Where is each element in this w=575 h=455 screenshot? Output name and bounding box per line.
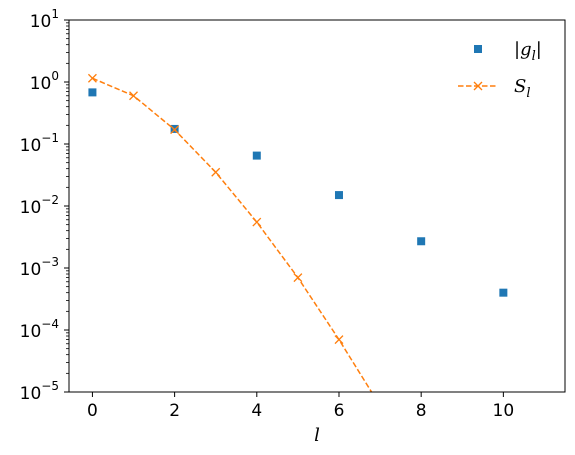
y-tick-base: 10 xyxy=(30,74,52,94)
x-tick-label: 6 xyxy=(334,401,345,421)
legend-label-1: Sl xyxy=(514,76,531,101)
plot-area xyxy=(69,20,565,392)
legend-item-1: Sl xyxy=(458,76,531,101)
y-tick-exponent: −2 xyxy=(41,193,59,207)
y-tick-exponent: 1 xyxy=(51,7,59,21)
data-point-square xyxy=(499,288,508,297)
y-tick-base: 10 xyxy=(20,322,42,342)
legend-label-0: |gl| xyxy=(514,39,542,64)
y-tick-exponent: 0 xyxy=(51,69,59,83)
legend: |gl| Sl xyxy=(458,39,542,101)
x-tick-label: 4 xyxy=(251,401,262,421)
y-tick-label: 10−4 xyxy=(20,317,59,342)
legend-item-0: |gl| xyxy=(474,39,542,64)
y-tick-label: 10−5 xyxy=(20,379,59,404)
data-point-x xyxy=(252,217,262,227)
y-tick-exponent: −3 xyxy=(41,255,59,269)
y-tick-label: 10−1 xyxy=(20,131,59,156)
y-tick-label: 10−3 xyxy=(20,255,59,280)
series-line-1 xyxy=(92,77,373,392)
data-point-x xyxy=(334,335,344,345)
y-tick-base: 10 xyxy=(30,12,52,32)
x-tick-label: 10 xyxy=(493,401,515,421)
data-point-x xyxy=(87,73,97,83)
x-tick-label: 0 xyxy=(87,401,98,421)
y-tick-base: 10 xyxy=(20,136,42,156)
y-tick-exponent: −4 xyxy=(41,317,59,331)
data-point-x xyxy=(129,91,138,101)
y-tick-exponent: −5 xyxy=(41,379,59,393)
y-tick-label: 101 xyxy=(30,7,59,32)
y-tick-base: 10 xyxy=(20,260,42,280)
data-point-x xyxy=(376,402,384,410)
y-tick-label: 10−2 xyxy=(20,193,59,218)
data-point-square xyxy=(88,88,97,97)
data-point-x xyxy=(211,167,221,177)
data-point-square xyxy=(417,237,426,246)
data-point-x xyxy=(293,273,303,283)
y-tick-label: 100 xyxy=(30,69,59,94)
legend-marker-x xyxy=(473,81,483,91)
x-axis-label: l xyxy=(314,425,320,446)
data-point-square xyxy=(334,191,343,200)
y-tick-base: 10 xyxy=(20,384,42,404)
x-tick-label: 2 xyxy=(169,401,180,421)
x-tick-label: 8 xyxy=(416,401,427,421)
y-tick-base: 10 xyxy=(20,198,42,218)
data-point-x xyxy=(170,125,180,135)
y-tick-exponent: −1 xyxy=(41,131,59,145)
legend-marker-square xyxy=(474,45,482,53)
data-point-square xyxy=(252,151,261,160)
